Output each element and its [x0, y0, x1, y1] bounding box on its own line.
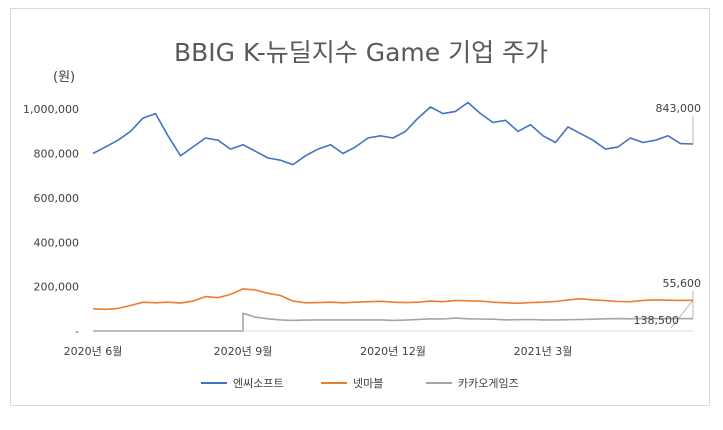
y-tick-label: 800,000 [34, 148, 80, 161]
series-lines [92, 101, 694, 332]
series-line-1 [92, 288, 694, 311]
y-tick-label: 400,000 [34, 236, 80, 249]
x-tick-label: 2021년 3월 [514, 345, 573, 358]
x-tick-label: 2020년 9월 [214, 345, 273, 358]
series-line-0 [92, 101, 694, 166]
y-tick-label: 1,000,000 [23, 103, 79, 116]
legend-label: 카카오게임즈 [458, 377, 519, 390]
y-axis-ticks: - 200,000 400,000 600,000 800,000 1,000,000 [23, 103, 79, 338]
y-axis-unit-label: (원) [53, 70, 75, 85]
end-value-annotations: 843,000 138,500 55,600 [634, 102, 702, 329]
end-value-label: 843,000 [656, 102, 702, 115]
chart-title: BBIG K-뉴딜지수 Game 기업 주가 [174, 38, 548, 67]
y-tick-label: - [75, 325, 79, 338]
x-axis-ticks: 2020년 6월 2020년 9월 2020년 12월 2021년 3월 [64, 345, 573, 358]
legend-label: 엔씨소프트 [233, 377, 284, 390]
end-label-leader-line [670, 300, 694, 329]
series-line-2 [93, 312, 694, 332]
end-value-label: 55,600 [663, 277, 702, 290]
y-tick-label: 600,000 [34, 192, 80, 205]
x-tick-label: 2020년 6월 [64, 345, 123, 358]
end-value-label: 138,500 [634, 314, 680, 327]
x-tick-label: 2020년 12월 [360, 345, 426, 358]
legend-label: 넷마블 [353, 377, 383, 390]
y-tick-label: 200,000 [34, 281, 80, 294]
line-chart: BBIG K-뉴딜지수 Game 기업 주가 (원) - 200,000 400,0… [23, 38, 702, 390]
chart-legend: 엔씨소프트 넷마블 카카오게임즈 [201, 377, 519, 390]
chart-frame: BBIG K-뉴딜지수 Game 기업 주가 (원) - 200,000 400,0… [10, 8, 710, 406]
